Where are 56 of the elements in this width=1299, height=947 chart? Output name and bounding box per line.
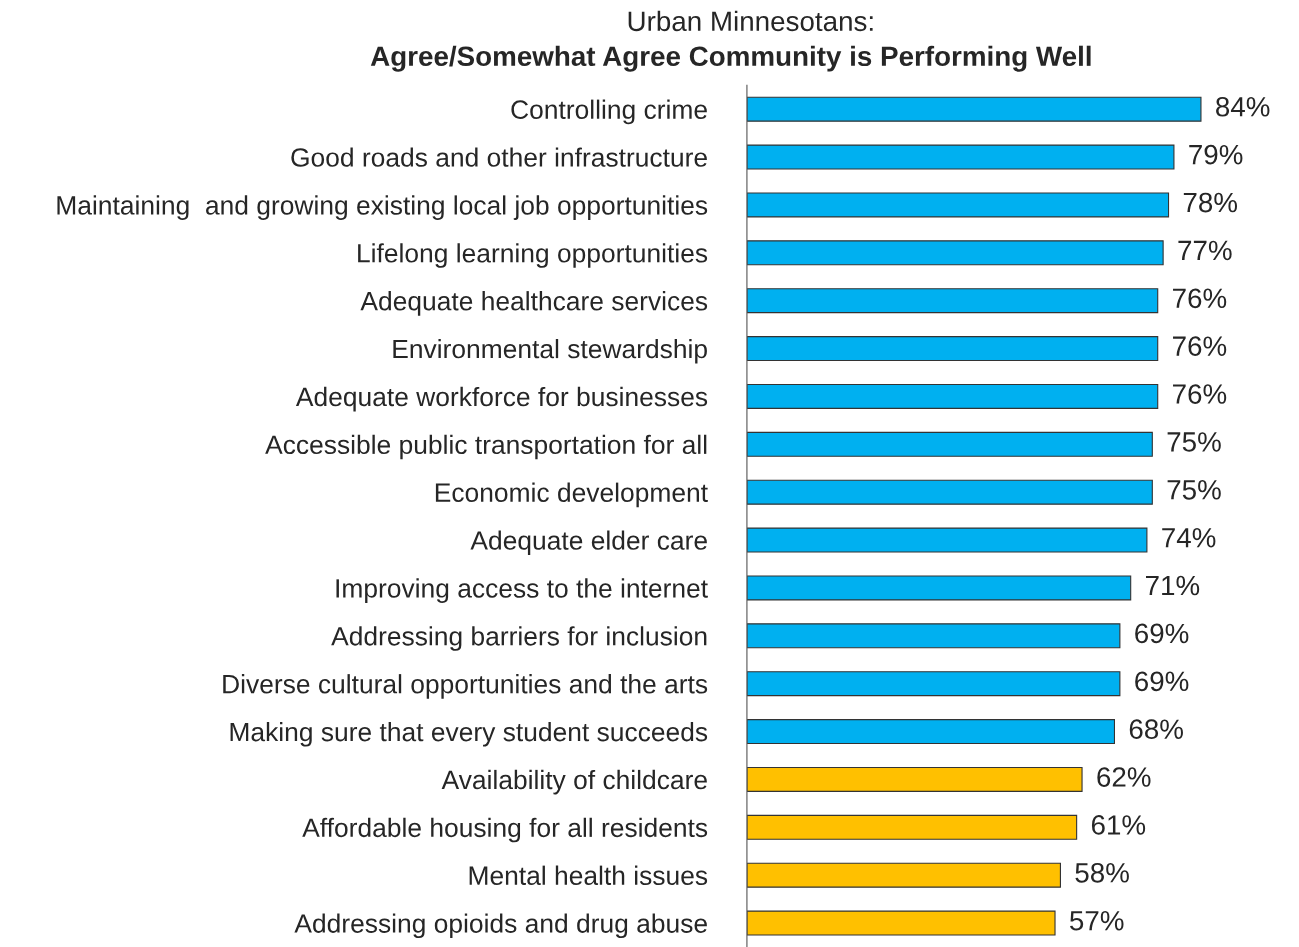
data-label: 75% [1167,432,1221,452]
bar [746,862,1061,888]
bar [746,719,1116,745]
y-tick-label: Lifelong learning opportunities [358,243,708,268]
data-label: 76% [1173,336,1227,357]
y-tick-label: Controlling crime [511,99,707,125]
y-tick-label: Adequate workforce for businesses [295,386,708,412]
data-label: 76% [1173,384,1227,404]
bar [746,623,1121,649]
data-label: 84% [1216,96,1270,117]
data-label: 58% [1075,862,1129,883]
data-label: 57% [1070,910,1124,931]
data-label: 75% [1167,480,1221,500]
chart-title: Urban Minnesotans: [628,10,873,32]
bar [746,383,1159,409]
data-label: 71% [1146,575,1200,596]
bar [746,144,1175,170]
bar [746,479,1153,505]
data-label: 62% [1097,767,1151,787]
data-label: 69% [1135,671,1189,692]
bar [746,910,1056,936]
bar [746,575,1132,601]
data-label: 69% [1135,623,1189,644]
bar [746,96,1202,122]
y-tick-label: Adequate elder care [470,530,707,556]
bar [746,336,1159,362]
y-tick-label: Economic development [435,482,708,508]
y-tick-label: Affordable housing for all residents [302,817,708,843]
chart-subtitle: Agree/Somewhat Agree Community is Performing Well [370,45,1091,72]
y-tick-label: Addressing opioids and drug abuse [294,913,707,939]
y-tick-label: Availability of childcare [441,769,707,795]
y-tick-label: Maintaining and growing existing local job opportunities [57,195,708,220]
y-tick-label: Making sure that every student succeeds [230,722,708,747]
data-label: 78% [1183,192,1238,213]
data-label: 76% [1173,288,1227,309]
y-tick-label: Diverse cultural opportunities and the arts [223,674,708,699]
bar [746,814,1078,840]
bar [746,288,1159,314]
data-label: 77% [1178,240,1232,261]
data-label: 61% [1091,815,1146,835]
y-tick-label: Accessible public transportation for all [265,434,707,460]
y-tick-label: Addressing barriers for inclusion [331,626,707,651]
y-tick-label: Good roads and other infrastructure [291,147,707,167]
data-label: 79% [1189,144,1243,165]
bar [746,431,1153,457]
y-tick-label: Improving access to the internet [336,578,708,603]
bar [746,527,1148,553]
bar [746,240,1164,266]
bar [746,766,1083,792]
data-label: 74% [1162,527,1216,548]
data-label: 68% [1129,719,1183,740]
bar [746,192,1170,218]
y-tick-label: Adequate healthcare services [360,291,708,316]
y-tick-label: Mental health issues [469,865,708,886]
bar [746,671,1121,697]
y-tick-label: Environmental stewardship [393,338,707,364]
